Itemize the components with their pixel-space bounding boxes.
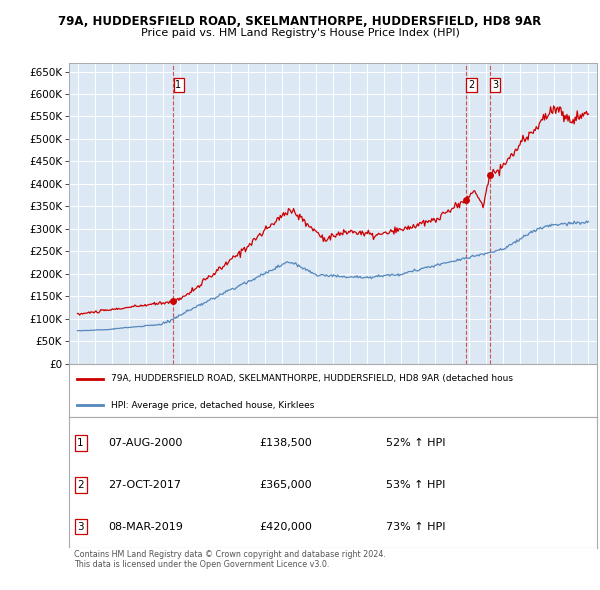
Text: 08-MAR-2019: 08-MAR-2019: [109, 522, 184, 532]
Text: 07-AUG-2000: 07-AUG-2000: [109, 438, 183, 448]
Text: 73% ↑ HPI: 73% ↑ HPI: [386, 522, 445, 532]
Text: 27-OCT-2017: 27-OCT-2017: [109, 480, 182, 490]
Text: 53% ↑ HPI: 53% ↑ HPI: [386, 480, 445, 490]
Text: 2: 2: [469, 80, 475, 90]
Text: 2: 2: [77, 480, 84, 490]
Text: £138,500: £138,500: [259, 438, 312, 448]
Text: HPI: Average price, detached house, Kirklees: HPI: Average price, detached house, Kirk…: [111, 401, 314, 409]
Text: £365,000: £365,000: [259, 480, 312, 490]
Text: 3: 3: [492, 80, 499, 90]
Text: Price paid vs. HM Land Registry's House Price Index (HPI): Price paid vs. HM Land Registry's House …: [140, 28, 460, 38]
Text: £420,000: £420,000: [259, 522, 312, 532]
Text: 52% ↑ HPI: 52% ↑ HPI: [386, 438, 445, 448]
Text: 1: 1: [175, 80, 182, 90]
Text: 3: 3: [77, 522, 84, 532]
Text: 1: 1: [77, 438, 84, 448]
Text: Contains HM Land Registry data © Crown copyright and database right 2024.
This d: Contains HM Land Registry data © Crown c…: [74, 550, 386, 569]
Text: 79A, HUDDERSFIELD ROAD, SKELMANTHORPE, HUDDERSFIELD, HD8 9AR: 79A, HUDDERSFIELD ROAD, SKELMANTHORPE, H…: [58, 15, 542, 28]
Text: 79A, HUDDERSFIELD ROAD, SKELMANTHORPE, HUDDERSFIELD, HD8 9AR (detached hous: 79A, HUDDERSFIELD ROAD, SKELMANTHORPE, H…: [111, 374, 513, 383]
